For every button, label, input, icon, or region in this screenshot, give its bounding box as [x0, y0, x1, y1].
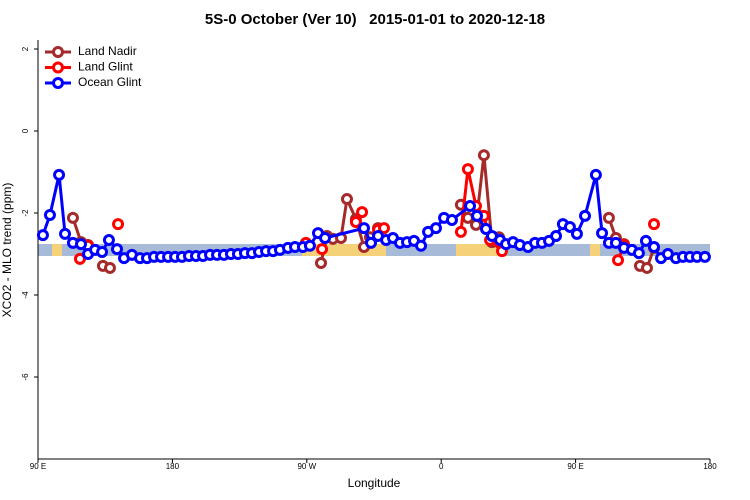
legend-swatch-marker	[52, 77, 64, 89]
data-point	[429, 222, 442, 235]
data-point	[596, 227, 609, 240]
y-axis-label: XCO2 - MLO trend (ppm)	[0, 183, 14, 318]
data-point	[357, 222, 370, 235]
x-tick-label: 180	[166, 462, 180, 471]
data-point	[303, 239, 316, 252]
data-point	[96, 245, 109, 258]
data-point	[43, 209, 56, 222]
x-tick-label: 0	[439, 462, 444, 471]
y-tick-label: 0	[21, 128, 30, 133]
data-point	[319, 232, 332, 245]
data-point	[454, 225, 467, 238]
x-tick-label: 90 E	[30, 462, 46, 471]
data-point	[340, 193, 353, 206]
data-point	[316, 243, 329, 256]
y-tick-label: -2	[21, 209, 30, 217]
data-point	[73, 252, 86, 265]
data-point	[648, 218, 660, 231]
legend-label: Land Glint	[78, 60, 133, 74]
x-tick-label: 90 E	[567, 462, 583, 471]
data-point	[102, 234, 115, 247]
data-point	[461, 163, 474, 176]
land-band	[52, 244, 62, 256]
data-point	[602, 211, 615, 224]
data-point	[314, 257, 327, 270]
data-point	[464, 200, 477, 213]
x-tick-label: 180	[703, 462, 717, 471]
data-point	[570, 227, 583, 240]
legend-label: Ocean Glint	[78, 75, 142, 89]
data-point	[59, 227, 72, 240]
data-point	[563, 220, 576, 233]
data-point	[480, 222, 492, 235]
data-point	[365, 236, 378, 249]
data-point	[632, 247, 645, 260]
legend-label: Land Nadir	[78, 44, 137, 58]
data-point	[612, 254, 625, 267]
data-point	[579, 209, 592, 222]
data-point	[550, 229, 563, 242]
data-point	[609, 236, 622, 249]
land-band	[590, 244, 600, 256]
y-tick-label: 2	[21, 46, 30, 51]
data-point	[640, 261, 653, 274]
data-point	[639, 234, 652, 247]
y-tick-label: -4	[21, 291, 30, 299]
data-point	[53, 168, 66, 181]
data-point	[589, 168, 602, 181]
data-point	[112, 218, 125, 231]
data-point	[66, 211, 79, 224]
chart-title: 5S-0 October (Ver 10) 2015-01-01 to 2020…	[205, 11, 545, 28]
data-point	[378, 222, 391, 235]
x-tick-label: 90 W	[297, 462, 316, 471]
data-point	[698, 250, 711, 263]
data-point	[356, 206, 369, 219]
x-axis-label: Longitude	[348, 476, 401, 490]
data-point	[471, 209, 484, 222]
data-point	[75, 238, 88, 251]
data-point	[445, 213, 458, 226]
y-tick-label: -6	[21, 373, 30, 381]
data-point	[110, 243, 123, 256]
data-point	[477, 149, 490, 162]
data-point	[103, 261, 116, 274]
data-point	[415, 239, 428, 252]
legend-swatch-marker	[52, 46, 64, 58]
legend-swatch-marker	[52, 61, 64, 74]
data-point	[349, 216, 362, 229]
data-point	[36, 229, 49, 242]
data-point	[648, 241, 660, 254]
data-point	[461, 211, 474, 224]
